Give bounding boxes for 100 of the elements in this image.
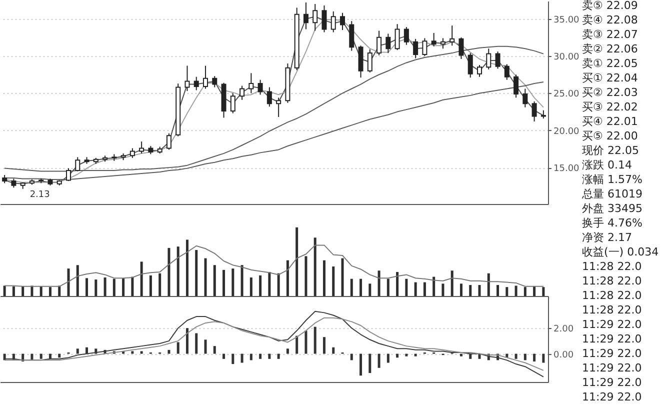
bar	[250, 354, 252, 360]
bar	[322, 260, 326, 296]
candlestick	[468, 52, 473, 78]
bar	[76, 265, 79, 296]
bar	[149, 275, 152, 296]
bar	[322, 337, 326, 354]
bar	[30, 286, 34, 296]
candlestick	[477, 64, 482, 78]
candlestick	[486, 48, 492, 70]
bar	[131, 276, 134, 296]
bar	[86, 347, 88, 354]
bar	[350, 354, 353, 360]
bar	[40, 354, 42, 359]
bar	[222, 270, 226, 296]
candlestick	[75, 156, 80, 172]
bar	[277, 354, 280, 359]
bar	[213, 346, 216, 354]
text: 11:29 22.0	[582, 390, 642, 404]
candlestick	[248, 72, 254, 94]
y-tick-label: 25.00	[554, 90, 580, 100]
bar	[332, 266, 335, 296]
bar	[76, 348, 79, 354]
bar	[396, 272, 399, 296]
bar	[140, 262, 143, 296]
bar	[168, 248, 170, 296]
text: 买① 22.04	[582, 72, 638, 84]
text: 卖① 22.05	[582, 57, 638, 70]
bar	[442, 284, 444, 296]
candlestick	[514, 74, 519, 98]
candlestick	[431, 32, 436, 47]
line-series	[4, 310, 544, 378]
text: 收益(一) 0.034	[582, 246, 659, 258]
y-tick-label: 2.00	[554, 324, 574, 335]
bar	[268, 354, 271, 359]
candlestick	[450, 25, 455, 46]
bar	[506, 287, 508, 296]
candlestick	[522, 88, 528, 108]
candlestick	[258, 79, 263, 96]
candlestick	[230, 92, 236, 114]
candlestick	[203, 65, 208, 90]
bar	[514, 354, 518, 359]
candlestick	[413, 38, 418, 59]
bar	[533, 354, 536, 362]
bar	[186, 240, 188, 296]
text: 卖⑤ 22.09	[582, 0, 638, 12]
text: 买② 22.03	[582, 86, 638, 99]
bar	[368, 284, 372, 296]
bar	[304, 256, 308, 296]
bar	[250, 277, 252, 296]
bar	[386, 278, 390, 296]
candlestick	[166, 132, 172, 150]
candlestick	[266, 86, 272, 108]
bar	[195, 333, 198, 354]
text: 11:28 22.0	[582, 289, 642, 302]
text: 净资 2.17	[582, 231, 632, 244]
text: 现价 22.05	[582, 144, 639, 157]
bar	[48, 287, 52, 296]
candlestick	[322, 4, 327, 33]
candlestick	[394, 24, 400, 51]
bar	[396, 354, 399, 358]
text: 11:28 22.0	[582, 304, 642, 316]
bar	[314, 326, 316, 354]
text: 涨幅 1.57%	[582, 173, 642, 186]
candlestick	[367, 48, 372, 73]
bar	[277, 273, 280, 296]
candlestick	[130, 148, 135, 158]
text: 换手 4.76%	[582, 216, 642, 230]
text: 买⑤ 22.00	[582, 130, 638, 142]
bar	[469, 354, 472, 359]
candlestick	[386, 33, 391, 54]
candlestick	[330, 10, 336, 33]
bar	[112, 278, 116, 296]
bar	[240, 354, 244, 363]
text: 11:29 22.0	[582, 347, 642, 360]
candlestick	[194, 76, 199, 91]
bar	[296, 227, 298, 296]
bar	[432, 276, 436, 296]
bar	[259, 354, 262, 359]
bar	[186, 328, 188, 354]
bar	[350, 278, 353, 296]
line-series	[4, 317, 544, 371]
bar	[332, 347, 335, 354]
bar	[140, 351, 143, 354]
text: 11:29 22.0	[582, 376, 642, 389]
bar	[514, 286, 518, 296]
text: 买④ 22.01	[582, 115, 638, 128]
bar	[524, 287, 526, 296]
candlestick	[440, 38, 446, 50]
bar	[195, 250, 198, 296]
bar	[542, 287, 545, 296]
bar	[204, 340, 207, 354]
candlestick	[504, 64, 510, 80]
bar	[94, 280, 98, 296]
candlestick	[422, 38, 428, 57]
bar	[86, 278, 88, 296]
text: 买③ 22.02	[582, 100, 638, 114]
bar	[296, 336, 298, 354]
bar	[232, 354, 234, 364]
candlestick	[495, 51, 500, 70]
bar	[496, 285, 500, 296]
